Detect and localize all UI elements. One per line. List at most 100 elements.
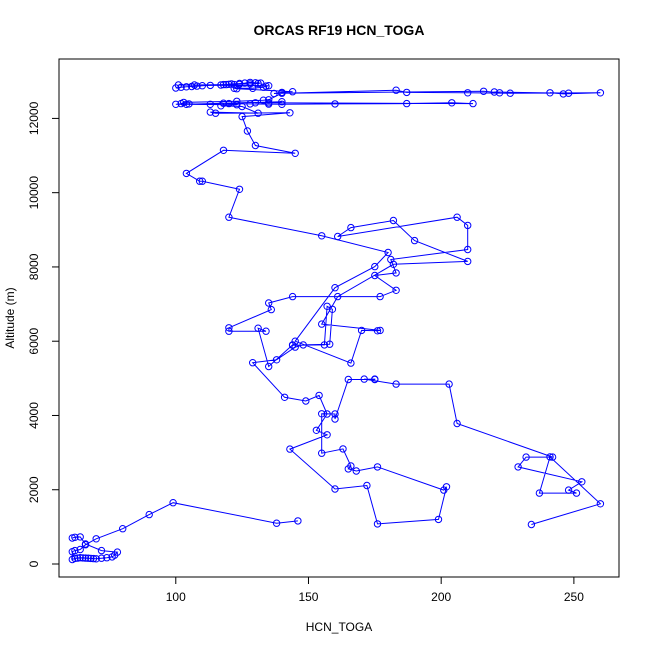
data-point [299,341,307,349]
data-point [464,257,472,266]
x-tick-label: 200 [431,590,451,604]
data-point [596,89,605,97]
data-point [464,245,472,254]
data-point [225,80,233,89]
data-point [227,80,236,88]
data-point [315,391,323,400]
data-point [453,213,461,221]
data-point [453,419,461,428]
data-point [360,375,368,383]
data-point [172,100,180,109]
data-point [403,88,411,97]
x-axis-label: HCN_TOGA [306,620,372,634]
data-point [246,100,254,108]
data-point [235,185,244,194]
data-point [265,96,273,104]
data-point [286,109,294,117]
data-point [145,510,153,519]
data-point [464,89,472,97]
data-point [265,100,273,108]
data-point [219,99,228,107]
data-point [495,89,504,97]
data-point [206,81,215,90]
data-point [270,89,278,98]
data-point [225,213,233,221]
data-point [286,445,294,453]
data-point [373,520,382,528]
data-point [318,232,326,240]
data-point [193,82,201,90]
y-axis-label: Altitude (m) [3,287,17,348]
data-point [334,232,342,241]
data-point [371,271,379,280]
data-point [257,79,265,87]
y-tick-label: 10000 [27,176,41,210]
data-point [73,554,82,562]
data-point [265,362,273,371]
data-point [76,533,84,541]
x-tick-label: 150 [298,590,318,604]
data-point [506,89,514,97]
data-point [278,88,286,97]
data-point [225,99,233,108]
data-point [357,326,366,335]
data-point [265,299,273,307]
data-point [254,109,262,117]
data-point [233,101,241,109]
data-point [71,554,79,563]
series-layer [68,78,605,564]
data-point [564,486,573,494]
data-point [596,500,605,508]
x-tick-label: 100 [166,590,186,604]
data-point [249,359,257,367]
data-point [442,483,451,491]
data-point [182,169,191,178]
data-point [217,81,225,89]
data-point [572,489,581,497]
data-point [559,90,567,98]
data-point [320,341,329,349]
data-point [479,87,488,96]
data-point [331,284,339,292]
data-point [169,499,177,507]
data-point [389,260,398,268]
data-point [81,540,90,548]
data-point [259,96,268,104]
data-point [243,127,252,135]
data-point [225,327,233,335]
data-point [238,112,246,121]
data-point [522,453,530,461]
data-point [371,262,379,271]
data-point [81,554,90,562]
data-point [97,554,106,562]
data-point [331,485,339,493]
data-point [323,410,331,418]
data-point [392,286,400,294]
data-point [318,410,326,418]
data-point [246,78,254,87]
x-axis: 100 150 200 250 [166,576,584,604]
data-point [272,519,281,527]
data-point [172,84,180,92]
data-point [278,100,286,109]
data-point [434,515,443,524]
data-point [347,359,355,367]
data-point [389,216,398,225]
data-point [323,302,331,310]
data-point [294,517,302,525]
data-point [339,445,347,453]
data-point [206,108,215,116]
data-point [87,554,95,563]
data-point [352,467,360,475]
data-point [302,397,310,405]
data-point [376,292,384,301]
data-point [535,489,544,497]
y-tick-label: 8000 [27,253,41,280]
data-point [92,555,100,563]
x-tick-label: 250 [564,590,584,604]
data-point [410,236,419,245]
data-point [331,415,339,423]
data-point [288,341,297,349]
chart-title: ORCAS RF19 HCN_TOGA [254,22,425,38]
data-point [514,463,522,471]
